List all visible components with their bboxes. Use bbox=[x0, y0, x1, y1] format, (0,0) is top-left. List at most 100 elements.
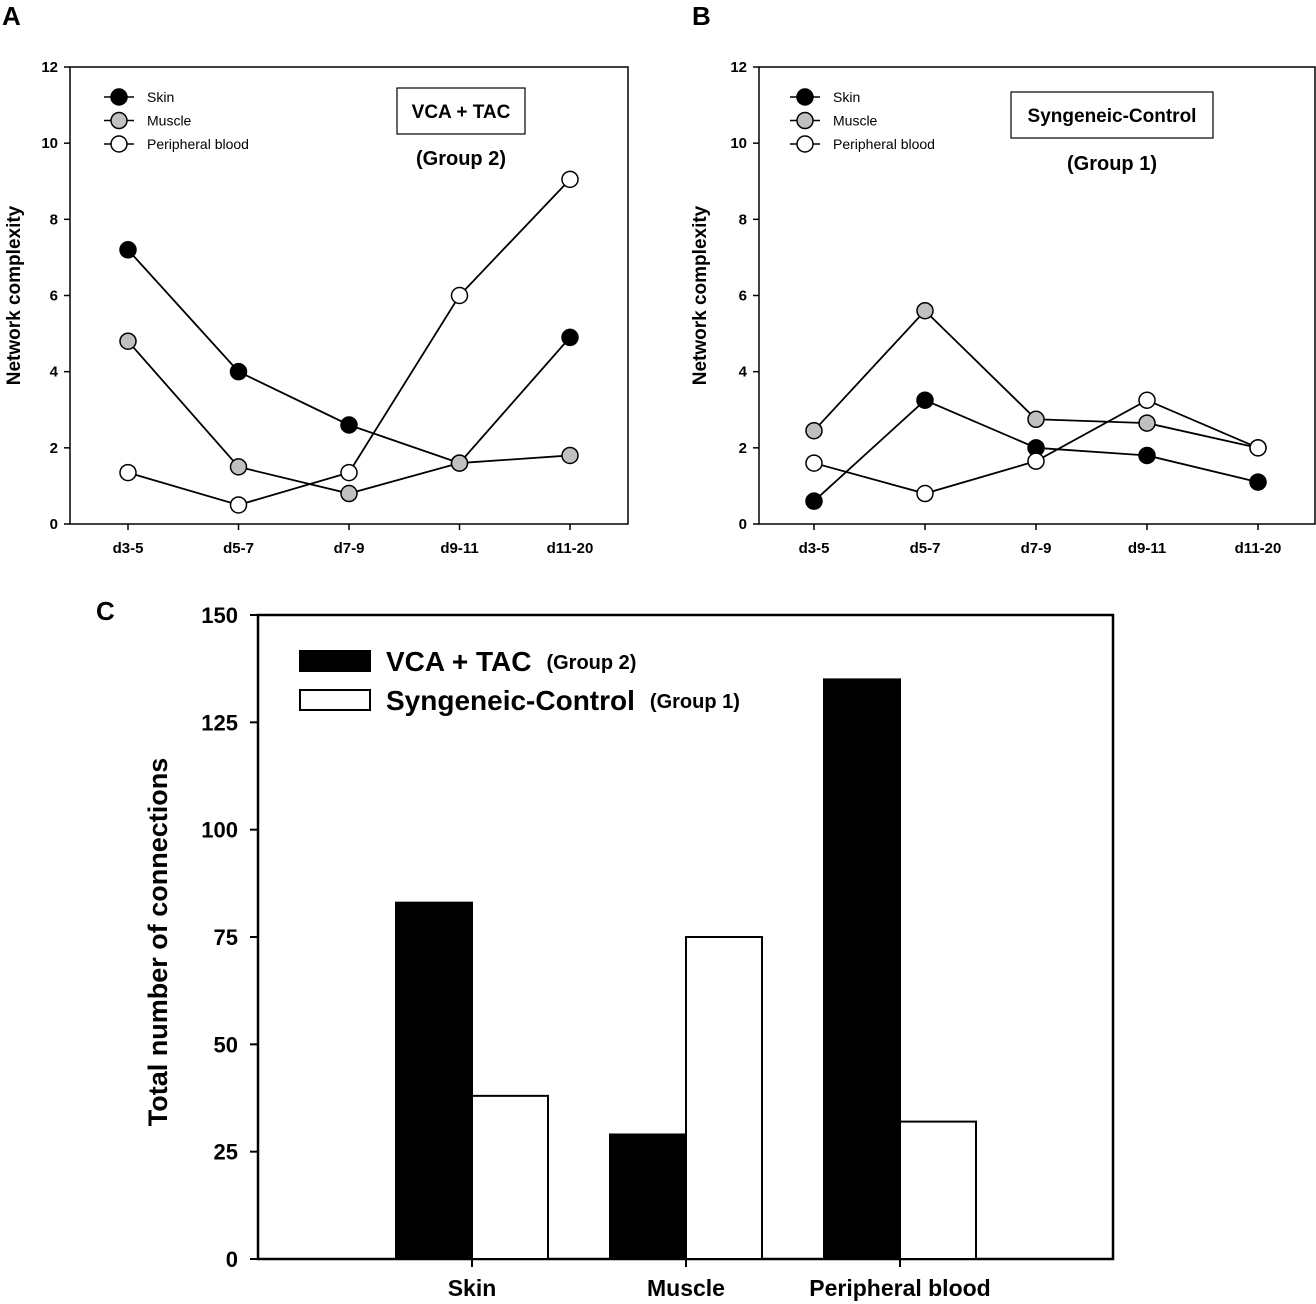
panel-letter-a: A bbox=[2, 1, 21, 31]
x-tick-label: Muscle bbox=[647, 1275, 725, 1301]
data-point-skin bbox=[119, 241, 137, 259]
legend-marker-muscle bbox=[796, 111, 814, 130]
data-point-peripheral-blood bbox=[1138, 391, 1156, 409]
annotation-box-label: VCA + TAC bbox=[412, 102, 511, 123]
data-point-muscle bbox=[450, 454, 469, 472]
x-tick-label: Peripheral blood bbox=[809, 1275, 990, 1301]
legend-label-skin: Skin bbox=[147, 89, 174, 105]
panel-c: 0 25 50 75 100 125 150 Skin Muscle Peripheral blo… bbox=[143, 603, 1115, 1301]
series-line-peripheral-blood bbox=[127, 178, 571, 506]
data-point-muscle bbox=[1138, 414, 1156, 432]
legend-label-syngeneic-control: Syngeneic-Control bbox=[386, 685, 635, 716]
x-tick-label: d11-20 bbox=[547, 540, 594, 557]
y-tick-label: 75 bbox=[214, 925, 238, 950]
annotation-box bbox=[396, 87, 526, 135]
legend-label-peripheral-blood: Peripheral blood bbox=[147, 136, 249, 152]
data-point-peripheral-blood bbox=[229, 496, 248, 514]
data-point-muscle bbox=[340, 484, 358, 503]
y-tick-label: 6 bbox=[50, 288, 58, 305]
data-point-muscle bbox=[805, 421, 823, 440]
bar-syngeneic-control bbox=[899, 1120, 977, 1260]
annotation-box-label: Syngeneic-Control bbox=[1028, 106, 1197, 127]
y-tick-label: 150 bbox=[201, 603, 238, 628]
y-tick-label: 12 bbox=[730, 59, 747, 76]
x-tick-label: d9-11 bbox=[1128, 540, 1166, 557]
y-tick-label: 10 bbox=[730, 135, 747, 152]
y-tick-label: 8 bbox=[739, 211, 747, 228]
y-tick-label: 4 bbox=[50, 364, 59, 381]
bar-vca-tac bbox=[609, 1133, 687, 1260]
legend-marker-peripheral-blood bbox=[110, 135, 128, 153]
y-tick-label: 100 bbox=[201, 818, 238, 843]
x-tick-label: d7-9 bbox=[1021, 540, 1052, 557]
legend-label-muscle: Muscle bbox=[833, 113, 878, 129]
data-point-peripheral-blood bbox=[916, 484, 934, 503]
x-tick-label: d5-7 bbox=[910, 540, 941, 557]
data-point-skin bbox=[561, 328, 579, 347]
data-point-peripheral-blood bbox=[340, 463, 358, 482]
y-tick-label: 2 bbox=[739, 440, 747, 457]
x-tick-label: d3-5 bbox=[113, 540, 144, 557]
y-axis-label: Network complexity bbox=[690, 205, 711, 385]
panel-letter-b: B bbox=[692, 1, 711, 31]
x-tick-label: d11-20 bbox=[1235, 540, 1282, 557]
data-point-peripheral-blood bbox=[450, 286, 469, 305]
legend-marker-skin bbox=[110, 88, 128, 106]
legend-note-syngeneic-control: (Group 1) bbox=[650, 691, 740, 713]
data-point-skin bbox=[805, 492, 823, 510]
data-point-peripheral-blood bbox=[561, 170, 579, 189]
legend-label-skin: Skin bbox=[833, 89, 860, 105]
data-point-muscle bbox=[119, 332, 137, 350]
data-point-peripheral-blood bbox=[1027, 452, 1045, 470]
legend-label-peripheral-blood: Peripheral blood bbox=[833, 136, 935, 152]
y-tick-label: 12 bbox=[41, 59, 58, 76]
data-point-muscle bbox=[916, 301, 934, 320]
y-tick-label: 10 bbox=[41, 135, 58, 152]
data-point-muscle bbox=[229, 458, 248, 476]
legend-swatch-syngeneic-control bbox=[299, 689, 371, 711]
data-point-skin bbox=[229, 362, 248, 381]
y-tick-label: 0 bbox=[50, 516, 58, 533]
y-tick-label: 4 bbox=[739, 364, 748, 381]
y-tick-label: 6 bbox=[739, 288, 747, 305]
y-tick-label: 2 bbox=[50, 440, 58, 457]
y-tick-label: 125 bbox=[201, 710, 238, 735]
annotation-subtitle: (Group 1) bbox=[1067, 153, 1157, 175]
x-tick-label: d3-5 bbox=[799, 540, 830, 557]
legend-swatch-vca-tac bbox=[299, 650, 371, 672]
data-point-skin bbox=[1138, 446, 1156, 465]
x-tick-label: d7-9 bbox=[334, 540, 365, 557]
bar-vca-tac bbox=[395, 901, 473, 1260]
legend-marker-peripheral-blood bbox=[796, 135, 814, 153]
annotation-subtitle: (Group 2) bbox=[416, 148, 506, 170]
y-tick-label: 0 bbox=[226, 1247, 238, 1272]
annotation-box bbox=[1010, 91, 1214, 139]
legend-label-muscle: Muscle bbox=[147, 113, 192, 129]
data-point-muscle bbox=[561, 446, 579, 465]
bar-syngeneic-control bbox=[471, 1094, 549, 1261]
y-axis-label: Total number of connections bbox=[143, 758, 173, 1127]
panel-a: 0 2 4 6 8 10 12 d3-5 d5-7 d7-9 d9-11 d11-20 Network … bbox=[4, 59, 629, 557]
legend-marker-skin bbox=[796, 88, 814, 106]
legend-marker-muscle bbox=[110, 111, 128, 130]
legend-note-vca-tac: (Group 2) bbox=[546, 652, 636, 674]
bar-vca-tac bbox=[823, 678, 901, 1260]
y-tick-label: 0 bbox=[739, 516, 747, 533]
data-point-peripheral-blood bbox=[805, 454, 823, 472]
y-tick-label: 8 bbox=[50, 211, 58, 228]
data-point-muscle bbox=[1027, 410, 1045, 429]
bar-syngeneic-control bbox=[685, 936, 763, 1260]
y-tick-label: 50 bbox=[214, 1032, 238, 1057]
panel-letter-c: C bbox=[96, 596, 115, 626]
y-tick-label: 25 bbox=[214, 1140, 238, 1165]
x-tick-label: d5-7 bbox=[223, 540, 254, 557]
panel-b: 0 2 4 6 8 10 12 d3-5 d5-7 d7-9 d9-11 d11-20 Network … bbox=[690, 59, 1316, 557]
data-point-peripheral-blood bbox=[1249, 439, 1267, 457]
legend-label-vca-tac: VCA + TAC bbox=[386, 646, 531, 677]
data-point-peripheral-blood bbox=[119, 463, 137, 482]
data-point-skin bbox=[916, 391, 934, 409]
y-axis-label: Network complexity bbox=[4, 205, 25, 385]
data-point-skin bbox=[340, 416, 358, 434]
x-tick-label: d9-11 bbox=[440, 540, 478, 557]
